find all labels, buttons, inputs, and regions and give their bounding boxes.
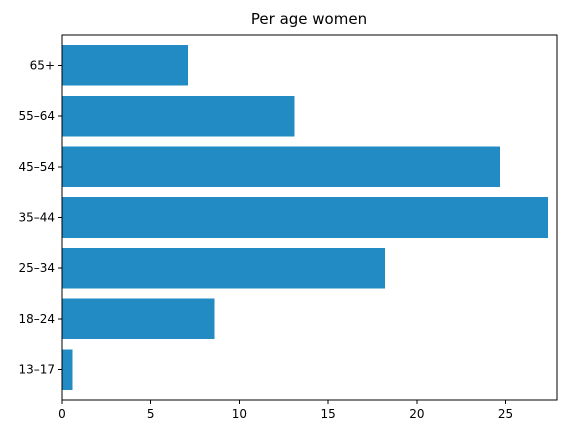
y-tick-label: 25–34 <box>18 261 55 275</box>
x-tick-label: 15 <box>320 407 335 421</box>
y-tick-label: 65+ <box>30 58 55 72</box>
y-tick-label: 35–44 <box>18 211 55 225</box>
x-tick-labels-group: 0 5 10 15 20 25 <box>58 407 513 421</box>
y-ticks-group <box>58 64 62 371</box>
bar-65- <box>62 45 188 86</box>
chart-title: Per age women <box>251 10 367 28</box>
bars-group <box>62 45 549 390</box>
x-tick-label: 25 <box>498 407 513 421</box>
y-tick-labels-group: 13–17 18–24 25–34 35–44 45–54 55–64 65+ <box>18 58 55 376</box>
y-tick-label: 18–24 <box>18 312 55 326</box>
y-tick-label: 55–64 <box>18 109 55 123</box>
bar-13-17 <box>62 349 73 390</box>
x-tick-label: 5 <box>147 407 155 421</box>
x-tick-label: 20 <box>409 407 424 421</box>
plot-frame <box>61 34 558 401</box>
bar-18-24 <box>62 298 215 340</box>
y-tick-label: 45–54 <box>18 160 55 174</box>
bar-55-64 <box>62 95 295 137</box>
x-tick-label: 10 <box>232 407 247 421</box>
bar-45-54 <box>62 146 501 188</box>
x-ticks-group <box>61 400 507 404</box>
x-tick-label: 0 <box>58 407 66 421</box>
bar-25-34 <box>62 247 385 289</box>
bar-35-44 <box>62 197 549 238</box>
y-tick-label: 13–17 <box>18 363 55 377</box>
